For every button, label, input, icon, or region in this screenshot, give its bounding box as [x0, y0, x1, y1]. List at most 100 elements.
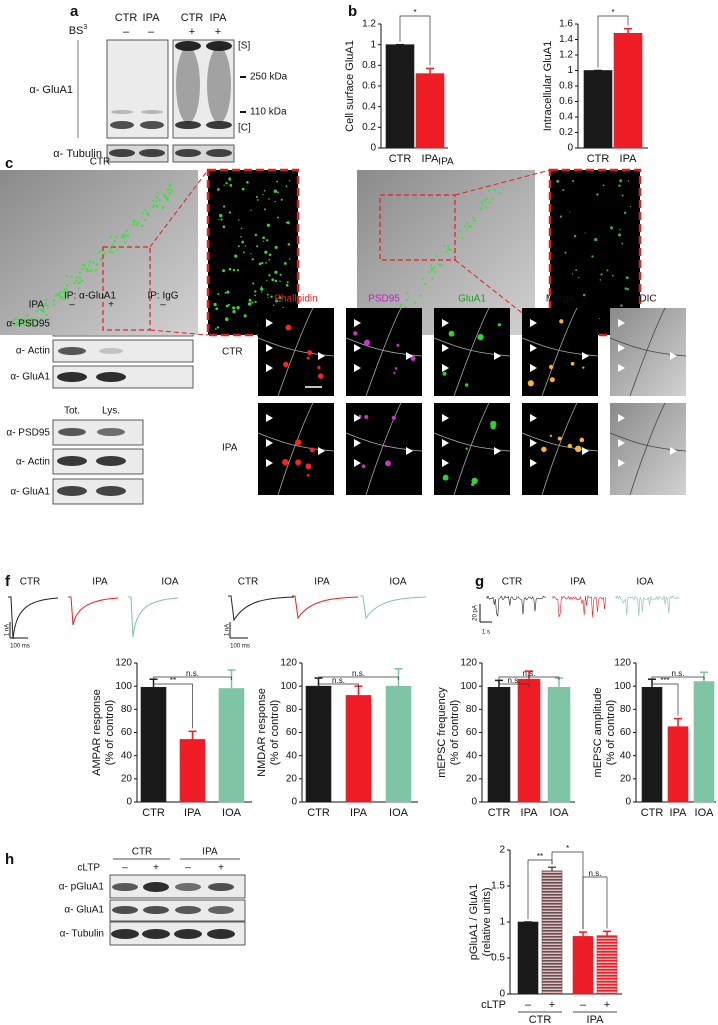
fluorescence-dot: [108, 250, 111, 253]
fluorescence-dot: [54, 294, 58, 297]
fluorescence-dot: [488, 201, 491, 204]
arrowhead: [266, 344, 273, 352]
fluorescence-dot: [65, 284, 69, 287]
trace: [228, 595, 295, 622]
fluorescence-dot: [166, 188, 169, 192]
fluorescence-dot: [274, 299, 278, 303]
fluorescence-dot: [240, 235, 242, 238]
label: IOA: [161, 577, 179, 588]
fluorescence-dot: [125, 229, 128, 233]
fluorescence-dot: [266, 293, 269, 296]
fluorescence-dot: [237, 245, 240, 248]
blot-band: [110, 121, 134, 129]
significance-bracket: [318, 683, 359, 687]
y-tick-label: 60: [620, 727, 632, 738]
dendrite-outline: [629, 307, 666, 397]
fluorescence-dot: [260, 286, 263, 288]
fluorescence-dot: [236, 306, 240, 310]
fluorescence-dot: [39, 308, 43, 312]
x-axis-label: cLTP: [481, 999, 506, 1011]
trace: [615, 595, 680, 617]
y-tick-label: 1.4: [559, 34, 573, 45]
y-tick-label: 1: [370, 39, 376, 50]
fluorescence-dot: [242, 251, 245, 254]
y-axis-label: Cell surface GluA1: [344, 40, 356, 132]
fluorescence-dot: [559, 319, 564, 324]
fluorescence-dot: [262, 193, 264, 196]
fluorescence-dot: [146, 211, 149, 215]
arrowhead: [266, 364, 273, 372]
zoom-region: [379, 194, 456, 261]
fluorescence-dot: [435, 254, 438, 258]
blot-band: [175, 149, 201, 157]
y-tick-label: 0.4: [559, 112, 573, 123]
y-tick-label: 0.4: [362, 101, 376, 112]
group-label: CTR: [529, 1014, 552, 1025]
significance-label: n.s.: [672, 669, 685, 678]
fluorescence-dot: [600, 273, 603, 276]
label: IPA: [314, 577, 330, 588]
error-bar: [188, 730, 197, 740]
label: IPA: [29, 300, 45, 311]
fluorescence-dot: [254, 290, 257, 293]
blot-band: [143, 882, 169, 892]
fluorescence-dot: [279, 300, 281, 302]
y-tick-label: 0.5: [491, 953, 505, 964]
fluorescence-dot: [306, 473, 310, 477]
blot-band: [109, 149, 135, 157]
label: [S]: [238, 41, 250, 52]
arrowhead: [354, 414, 361, 422]
blot-band: [57, 456, 87, 466]
fluorescence-dot: [570, 361, 575, 366]
dendrite-outline: [609, 337, 687, 357]
fluorescence-dot: [256, 245, 259, 248]
fluorescence-dot: [621, 242, 624, 245]
fluorescence-dot: [265, 262, 267, 264]
fluorescence-dot: [548, 364, 554, 370]
bar: [583, 70, 613, 149]
fluorescence-dot: [559, 215, 562, 218]
significance-bracket: [153, 676, 232, 680]
fluorescence-dot: [272, 304, 275, 306]
fluorescence-dot: [276, 180, 279, 183]
y-tick-label: 40: [620, 750, 632, 761]
blot-band: [140, 121, 164, 129]
arrowhead: [442, 344, 449, 352]
y-axis-label: NMDAR response: [256, 688, 268, 777]
label: α- Actin: [16, 346, 50, 357]
fluorescence-dot: [77, 287, 80, 290]
fluorescence-dot: [78, 281, 81, 285]
fluorescence-dot: [466, 222, 469, 225]
significance-label: n.s.: [589, 869, 602, 878]
fluorescence-dot: [220, 218, 223, 221]
label: IPA: [143, 12, 161, 24]
blot-band: [175, 41, 201, 51]
fluorescence-dot: [606, 269, 609, 272]
panel-letter: b: [348, 3, 357, 20]
fluorescence-dot: [75, 279, 78, 283]
fluorescence-dot: [562, 188, 565, 191]
fluorescence-dot: [35, 309, 38, 313]
fluorescence-dot: [52, 303, 56, 306]
fluorescence-dot: [87, 264, 91, 267]
fluorescence-dot: [29, 322, 33, 325]
y-tick-label: 80: [466, 704, 478, 715]
fluorescence-dot: [427, 271, 430, 274]
fluorescence-dot: [81, 267, 84, 271]
arrowhead: [530, 344, 537, 352]
fluorescence-dot: [465, 447, 468, 450]
fluorescence-dot: [98, 251, 101, 254]
trace: [552, 595, 607, 618]
fluorescence-dot: [458, 229, 461, 232]
fluorescence-dot: [219, 213, 223, 218]
fluorescence-dot: [274, 270, 278, 274]
y-axis-label: (relative units): [481, 887, 493, 956]
error-bar: [525, 670, 533, 680]
fluorescence-dot: [151, 199, 155, 203]
label: 250 kDa: [250, 72, 288, 83]
fluorescence-dot: [564, 251, 567, 254]
fluorescence-dot: [283, 361, 289, 368]
arrowhead: [530, 439, 537, 447]
fluorescence-dot: [285, 185, 288, 188]
